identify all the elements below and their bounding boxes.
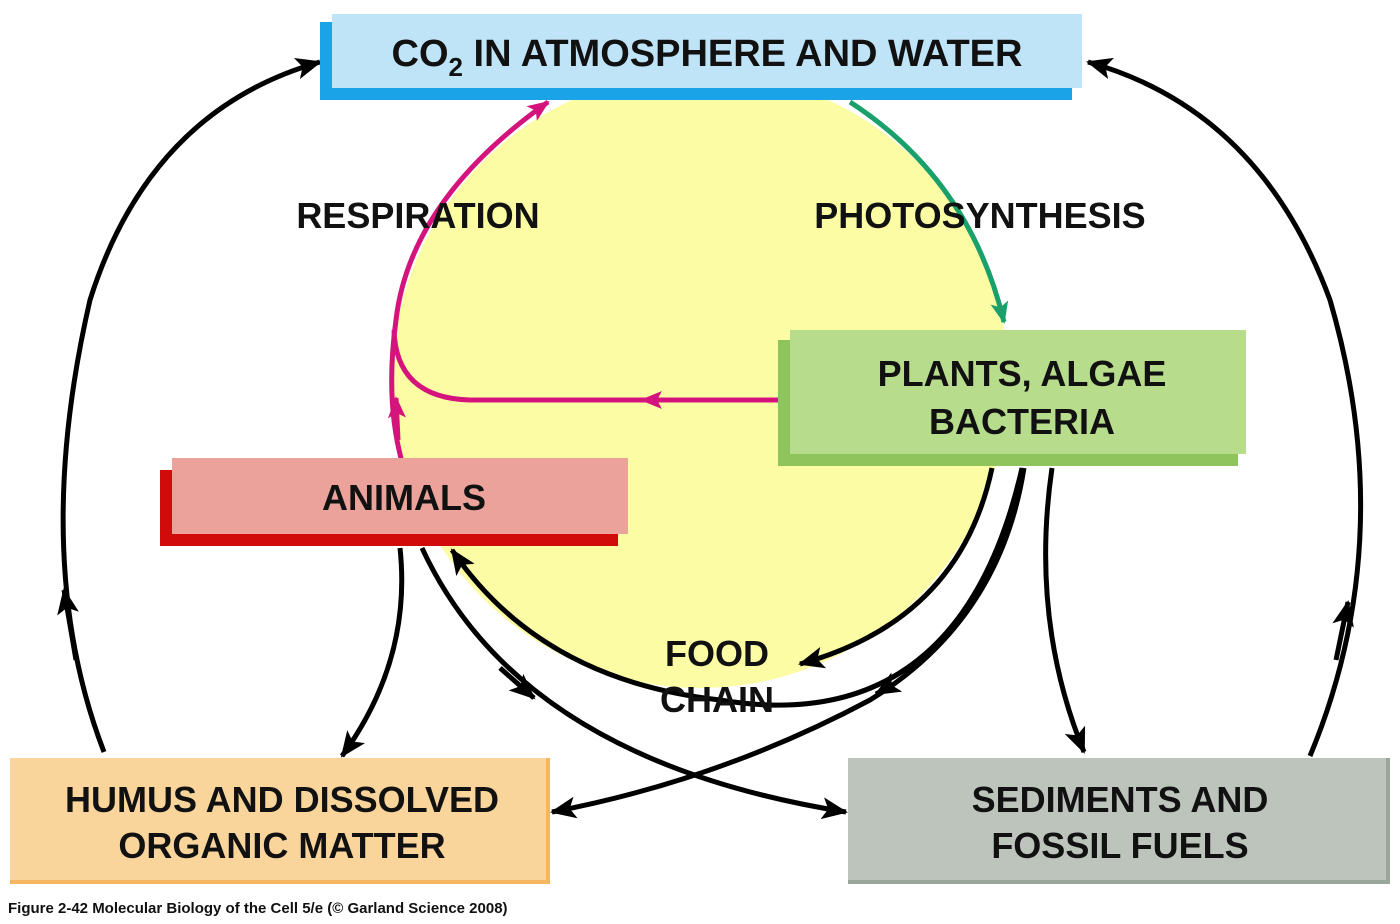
plants-box-line2: BACTERIA [929,401,1115,442]
co2-box-label: CO2 IN ATMOSPHERE AND WATER [392,33,1023,82]
plants-box-line1: PLANTS, ALGAE [878,353,1167,394]
respiration-arrow-tick [387,396,406,441]
plants-box: PLANTS, ALGAE BACTERIA [778,330,1246,466]
plants-to-humus-arrow [550,467,1027,819]
humus-box-line2: ORGANIC MATTER [118,825,445,866]
humus-to-co2-arrowhead [57,588,79,661]
food-chain-label-line1: FOOD [665,633,769,674]
sediments-box: SEDIMENTS AND FOSSIL FUELS [848,758,1390,884]
co2-box: CO2 IN ATMOSPHERE AND WATER [320,14,1082,100]
respiration-label: RESPIRATION [296,195,539,236]
humus-box: HUMUS AND DISSOLVED ORGANIC MATTER [10,758,550,884]
sediments-box-line2: FOSSIL FUELS [991,825,1248,866]
plants-to-humus-arrowhead [874,672,903,697]
sediments-to-co2-arrowhead [1332,600,1354,661]
animals-to-humus-arrow [339,547,405,758]
plants-to-animals-arrow [449,467,1025,708]
figure-caption: Figure 2-42 Molecular Biology of the Cel… [8,900,508,917]
animals-to-sediments-arrowhead [498,666,536,700]
photosynthesis-label: PHOTOSYNTHESIS [814,195,1145,236]
plants-to-sediments-arrow [1043,467,1087,754]
food-chain-label-line2: CHAIN [660,679,774,720]
animals-box: ANIMALS [160,458,628,546]
plants-respiration-arrow [391,329,780,403]
humus-box-line1: HUMUS AND DISSOLVED [65,779,499,820]
animals-to-sediments-arrow [419,546,848,820]
photosynthesis-arrow [848,99,1009,324]
plants-food-chain-arrow [798,467,995,669]
animals-box-label: ANIMALS [322,477,486,518]
humus-to-co2-arrow [60,57,322,753]
sediments-box-line1: SEDIMENTS AND [972,779,1269,820]
